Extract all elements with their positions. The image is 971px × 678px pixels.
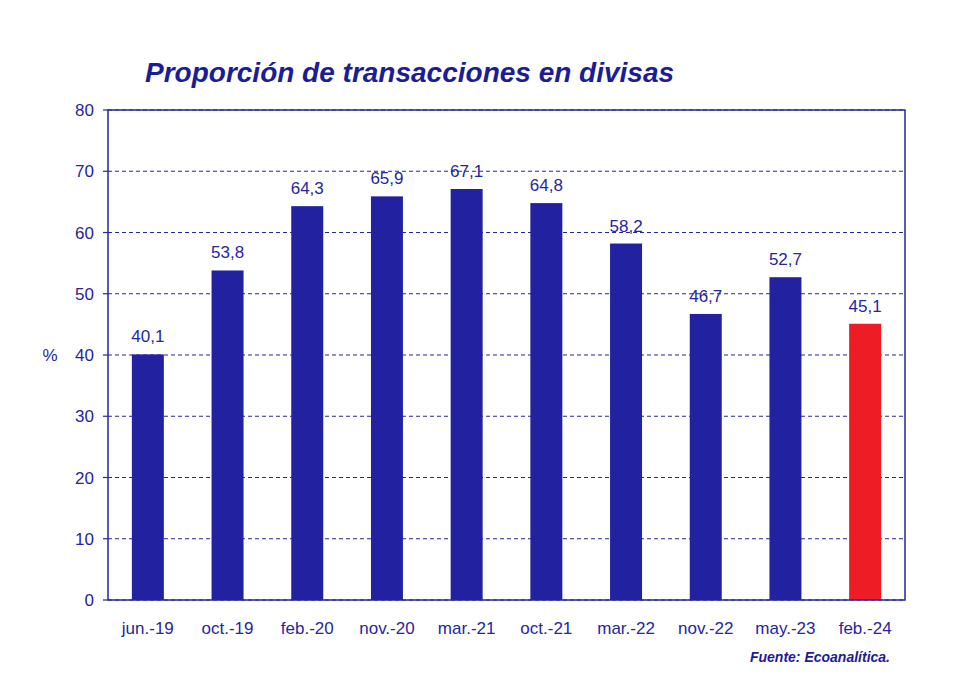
y-tick-label: 40 (75, 346, 94, 365)
data-label: 53,8 (211, 243, 244, 262)
y-tick-label: 10 (75, 530, 94, 549)
bar (132, 354, 164, 600)
data-label: 67,1 (450, 162, 483, 181)
bar (849, 324, 881, 600)
source: Fuente: Ecoanalítica. (750, 649, 890, 665)
data-label: 64,8 (530, 176, 563, 195)
y-tick-label: 50 (75, 285, 94, 304)
x-tick-label: may.-23 (755, 619, 815, 638)
y-axis-label: % (42, 346, 57, 365)
y-tick-label: 0 (85, 591, 94, 610)
bar (690, 314, 722, 600)
data-label: 64,3 (291, 179, 324, 198)
x-tick-label: oct.-19 (202, 619, 254, 638)
x-tick-label: nov.-22 (678, 619, 733, 638)
bar (371, 196, 403, 600)
y-tick-label: 60 (75, 224, 94, 243)
title: Proporción de transacciones en divisas (145, 57, 674, 88)
data-label: 58,2 (610, 217, 643, 236)
data-label: 65,9 (370, 169, 403, 188)
y-tick-label: 30 (75, 407, 94, 426)
bar (769, 277, 801, 600)
x-tick-label: mar.-22 (597, 619, 655, 638)
x-tick-label: feb.-20 (281, 619, 334, 638)
chart-svg: Proporción de transacciones en divisas 0 1… (0, 0, 971, 678)
grid-line (108, 232, 905, 233)
y-tick-label: 70 (75, 162, 94, 181)
x-tick-label: mar.-21 (438, 619, 496, 638)
data-label: 46,7 (689, 287, 722, 306)
y-tick-label: 80 (75, 101, 94, 120)
x-tick-label: feb.-24 (839, 619, 892, 638)
data-label: 40,1 (131, 327, 164, 346)
data-label: 52,7 (769, 250, 802, 269)
bar (610, 244, 642, 600)
bar (530, 203, 562, 600)
data-label: 45,1 (849, 297, 882, 316)
bar (291, 206, 323, 600)
x-tick-label: oct.-21 (520, 619, 572, 638)
grid-line (108, 171, 905, 172)
y-tick-label: 20 (75, 469, 94, 488)
x-tick-label: nov.-20 (359, 619, 414, 638)
x-tick-label: jun.-19 (121, 619, 174, 638)
plot-frame (108, 110, 905, 600)
chart: Proporción de transacciones en divisas 0 1… (0, 0, 971, 678)
bar (451, 189, 483, 600)
bar (212, 270, 244, 600)
grid (103, 110, 905, 600)
bars (132, 189, 881, 600)
